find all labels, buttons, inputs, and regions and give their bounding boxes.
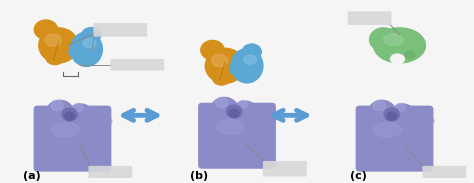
Ellipse shape xyxy=(229,64,242,74)
Ellipse shape xyxy=(395,103,405,112)
Ellipse shape xyxy=(82,27,101,43)
Ellipse shape xyxy=(70,104,92,123)
Ellipse shape xyxy=(374,123,401,137)
Ellipse shape xyxy=(201,40,224,60)
Ellipse shape xyxy=(62,108,77,121)
Ellipse shape xyxy=(392,104,414,123)
Ellipse shape xyxy=(361,112,434,130)
FancyBboxPatch shape xyxy=(93,23,147,37)
Ellipse shape xyxy=(229,109,239,117)
Ellipse shape xyxy=(211,98,237,120)
Ellipse shape xyxy=(373,100,385,111)
Ellipse shape xyxy=(203,109,277,127)
Ellipse shape xyxy=(401,39,421,56)
Ellipse shape xyxy=(211,54,228,67)
Ellipse shape xyxy=(73,103,83,112)
Ellipse shape xyxy=(216,120,244,134)
Ellipse shape xyxy=(404,51,414,59)
Ellipse shape xyxy=(370,28,398,51)
Ellipse shape xyxy=(369,100,395,122)
Text: (a): (a) xyxy=(23,171,40,181)
FancyBboxPatch shape xyxy=(34,106,111,172)
Ellipse shape xyxy=(231,49,263,83)
FancyBboxPatch shape xyxy=(347,11,392,25)
Ellipse shape xyxy=(83,38,96,48)
Ellipse shape xyxy=(52,123,80,137)
Ellipse shape xyxy=(383,34,403,45)
FancyBboxPatch shape xyxy=(356,106,433,172)
FancyBboxPatch shape xyxy=(422,166,466,181)
Ellipse shape xyxy=(374,28,426,63)
Ellipse shape xyxy=(34,20,58,39)
Ellipse shape xyxy=(65,112,74,120)
Ellipse shape xyxy=(71,32,102,66)
Ellipse shape xyxy=(234,101,256,120)
FancyBboxPatch shape xyxy=(198,103,276,169)
Ellipse shape xyxy=(46,100,73,122)
Ellipse shape xyxy=(39,112,112,130)
Ellipse shape xyxy=(242,44,261,59)
Ellipse shape xyxy=(212,71,230,85)
Ellipse shape xyxy=(46,51,64,65)
Ellipse shape xyxy=(215,98,228,108)
Ellipse shape xyxy=(39,28,78,63)
Ellipse shape xyxy=(391,54,404,64)
Ellipse shape xyxy=(69,47,82,58)
Ellipse shape xyxy=(205,48,245,83)
Ellipse shape xyxy=(237,100,247,109)
Ellipse shape xyxy=(387,112,397,120)
Ellipse shape xyxy=(244,55,256,64)
Ellipse shape xyxy=(45,34,61,46)
FancyBboxPatch shape xyxy=(110,59,164,71)
FancyBboxPatch shape xyxy=(89,166,132,181)
Text: (b): (b) xyxy=(190,171,208,181)
Ellipse shape xyxy=(227,105,242,118)
FancyBboxPatch shape xyxy=(263,161,307,177)
Ellipse shape xyxy=(51,100,64,111)
Text: (c): (c) xyxy=(350,171,366,181)
Ellipse shape xyxy=(384,108,400,121)
